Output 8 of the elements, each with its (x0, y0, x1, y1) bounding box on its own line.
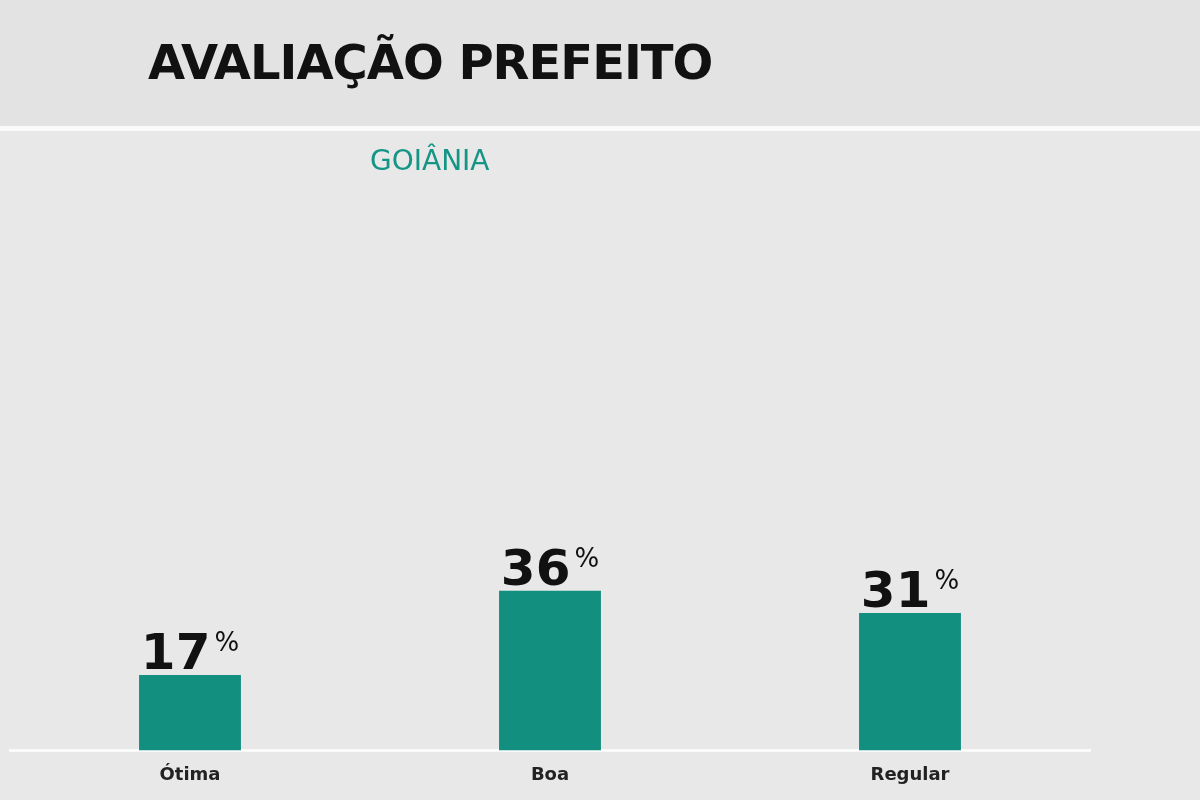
data-label: 17% (140, 623, 240, 682)
x-tick-label: Boa (530, 762, 570, 784)
chart-subtitle: GOIÂNIA (370, 144, 490, 177)
x-tick-label: Ótima (159, 762, 221, 784)
chart-title: AVALIAÇÃO PREFEITO (148, 34, 713, 90)
data-label: 31% (860, 560, 960, 619)
data-label: 36% (500, 538, 600, 597)
x-tick-label: Regular (870, 762, 950, 784)
